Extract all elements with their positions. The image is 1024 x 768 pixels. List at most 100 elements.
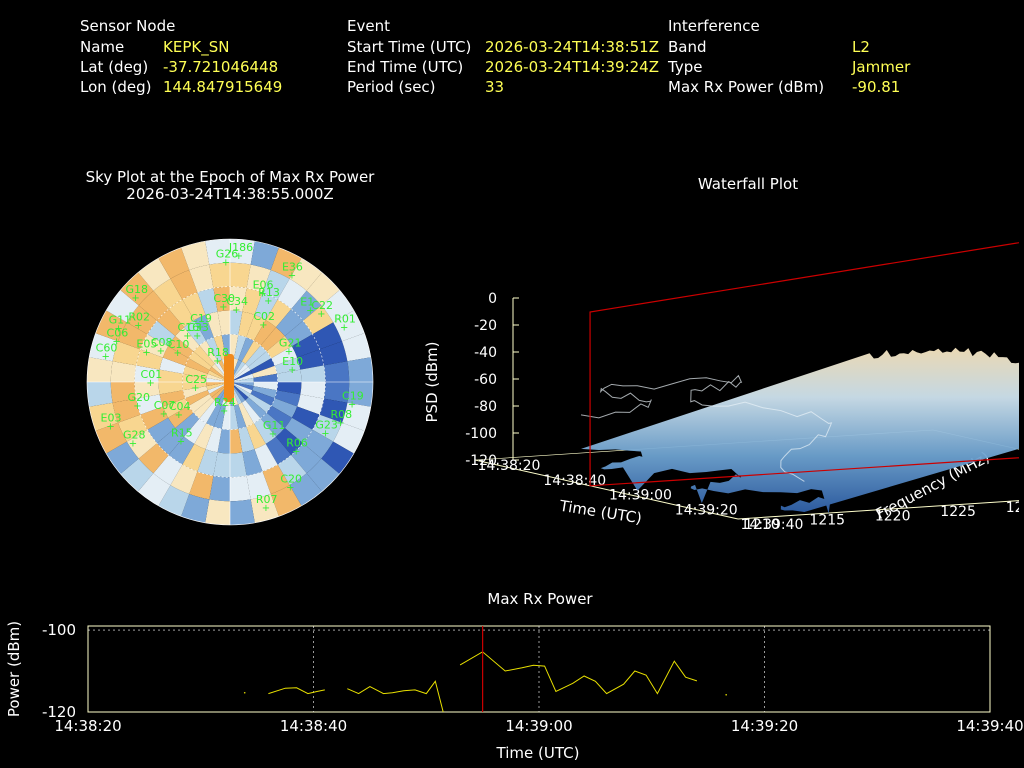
maxrx-x-tick-label: 14:39:20 <box>731 717 798 735</box>
skyplot-cell <box>188 393 212 413</box>
skyplot-cell <box>306 458 340 492</box>
waterfall-x-tick-label: 14:39:40 <box>741 517 804 533</box>
skyplot-cell <box>193 345 215 367</box>
satellite-label: R24 <box>214 396 236 409</box>
skyplot-cell <box>159 390 186 407</box>
maxrx-x-label: Time (UTC) <box>496 744 580 762</box>
skyplot-cell <box>297 394 324 415</box>
skyplot-cell <box>347 382 373 407</box>
skyplot-cell <box>238 402 254 427</box>
maxrx-y-tick-label: -120 <box>42 703 76 721</box>
skyplot-cell <box>266 405 292 428</box>
satellite-c07: +C07 <box>154 399 176 420</box>
skyplot-cell <box>153 278 183 309</box>
sensor-heading: Sensor Node <box>80 17 176 35</box>
skyplot-cell <box>300 382 326 399</box>
maxrx-trace <box>268 687 325 695</box>
satellite-label: E10 <box>282 355 303 368</box>
skyplot-cell <box>110 382 137 403</box>
skyplot-cell <box>238 337 254 362</box>
waterfall-x-tick-label: 14:38:20 <box>478 458 541 474</box>
skyplot-cell <box>162 398 189 418</box>
satellite-r01: +R01 <box>334 312 356 333</box>
skyplot-cell <box>250 494 279 523</box>
skyplot-cell <box>89 402 118 431</box>
satellite-marker: + <box>112 337 120 348</box>
satellite-j186: +J186 <box>228 241 253 262</box>
satellite-marker: + <box>286 483 294 494</box>
interference-maxrx-value: -90.81 <box>852 78 901 96</box>
skyplot-cell <box>147 320 176 347</box>
skyplot-cell <box>205 311 222 338</box>
skyplot-cell <box>253 382 278 391</box>
satellite-label: C25 <box>185 373 207 386</box>
waterfall-frequency-axis <box>737 500 1019 520</box>
skyplot-cell <box>162 346 189 366</box>
skyplot-cell <box>276 428 303 455</box>
maxrx-x-tick-label: 14:38:20 <box>54 717 121 735</box>
satellite-marker: + <box>321 429 329 440</box>
skyplot-cell <box>347 357 373 382</box>
skyplot-cell <box>297 349 324 370</box>
satellite-marker: + <box>134 321 142 332</box>
skyplot-cell <box>262 270 290 300</box>
skyplot-cell <box>209 262 230 289</box>
skyplot-cell <box>241 340 261 364</box>
skyplot-cell <box>120 272 154 306</box>
skyplot-cell <box>246 423 266 450</box>
skyplot-cell <box>230 382 254 387</box>
maxrx-trace <box>347 680 444 712</box>
satellite-label: G28 <box>123 429 146 442</box>
satellite-marker: + <box>142 348 150 359</box>
skyplot-cell <box>168 336 194 359</box>
satellite-label: R13 <box>258 286 280 299</box>
skyplot-cell <box>277 455 307 486</box>
waterfall-z-tick-label: -120 <box>465 453 497 469</box>
skyplot-cell <box>270 485 302 517</box>
skyplot-cell <box>303 429 334 459</box>
skyplot-cell <box>206 402 222 427</box>
maxrx-y-tick-label: -100 <box>42 621 76 639</box>
satellite-label: C33 <box>187 321 209 334</box>
waterfall-y-tick-label: 1230 <box>1006 500 1019 516</box>
skyplot-cell <box>254 292 278 321</box>
skyplot-cell <box>253 320 276 346</box>
satellite-c10: +C10 <box>168 338 190 359</box>
skyplot-cell <box>199 400 219 424</box>
skyplot-cell <box>276 382 302 395</box>
skyplot-cell <box>284 320 313 347</box>
skyplot-cell <box>140 406 169 430</box>
skyplot-cell <box>252 365 277 378</box>
event-start-value: 2026-03-24T14:38:51Z <box>485 38 659 56</box>
skyplot-cell <box>95 310 127 342</box>
waterfall-epoch-plane <box>589 242 1019 487</box>
skyplot-cell <box>170 464 198 494</box>
skyplot-cell <box>230 262 251 289</box>
skyplot-cell <box>291 290 322 321</box>
satellite-marker: + <box>262 503 270 514</box>
satellite-r07: +R07 <box>256 493 278 514</box>
waterfall-time-axis <box>474 459 739 520</box>
skyplot-cell <box>312 414 342 442</box>
satellite-label: C04 <box>169 400 191 413</box>
skyplot-cell <box>250 241 279 270</box>
satellite-label: C08 <box>151 336 173 349</box>
satellite-marker: + <box>191 383 199 394</box>
satellite-r15: +R15 <box>171 426 193 447</box>
skyplot-cell <box>242 449 263 476</box>
satellite-label: R01 <box>334 312 356 325</box>
skyplot-cell <box>112 341 141 366</box>
waterfall-z-tick-label: -80 <box>474 399 497 415</box>
skyplot-subtitle: 2026-03-24T14:38:55.000Z <box>126 185 334 203</box>
skyplot-cell <box>238 426 255 453</box>
satellite-label: C60 <box>96 342 118 355</box>
satellite-e36: +E36 <box>282 261 303 282</box>
sensor-lat-label: Lat (deg) <box>80 58 149 76</box>
skyplot-cell <box>230 428 243 454</box>
skyplot-cell <box>184 418 207 444</box>
skyplot-cell <box>253 373 278 382</box>
satellite-c33: +C33 <box>187 321 209 342</box>
satellite-e10: +E10 <box>282 355 303 376</box>
waterfall-y-tick-label: 1220 <box>875 508 911 524</box>
event-end-value: 2026-03-24T14:39:24Z <box>485 58 659 76</box>
